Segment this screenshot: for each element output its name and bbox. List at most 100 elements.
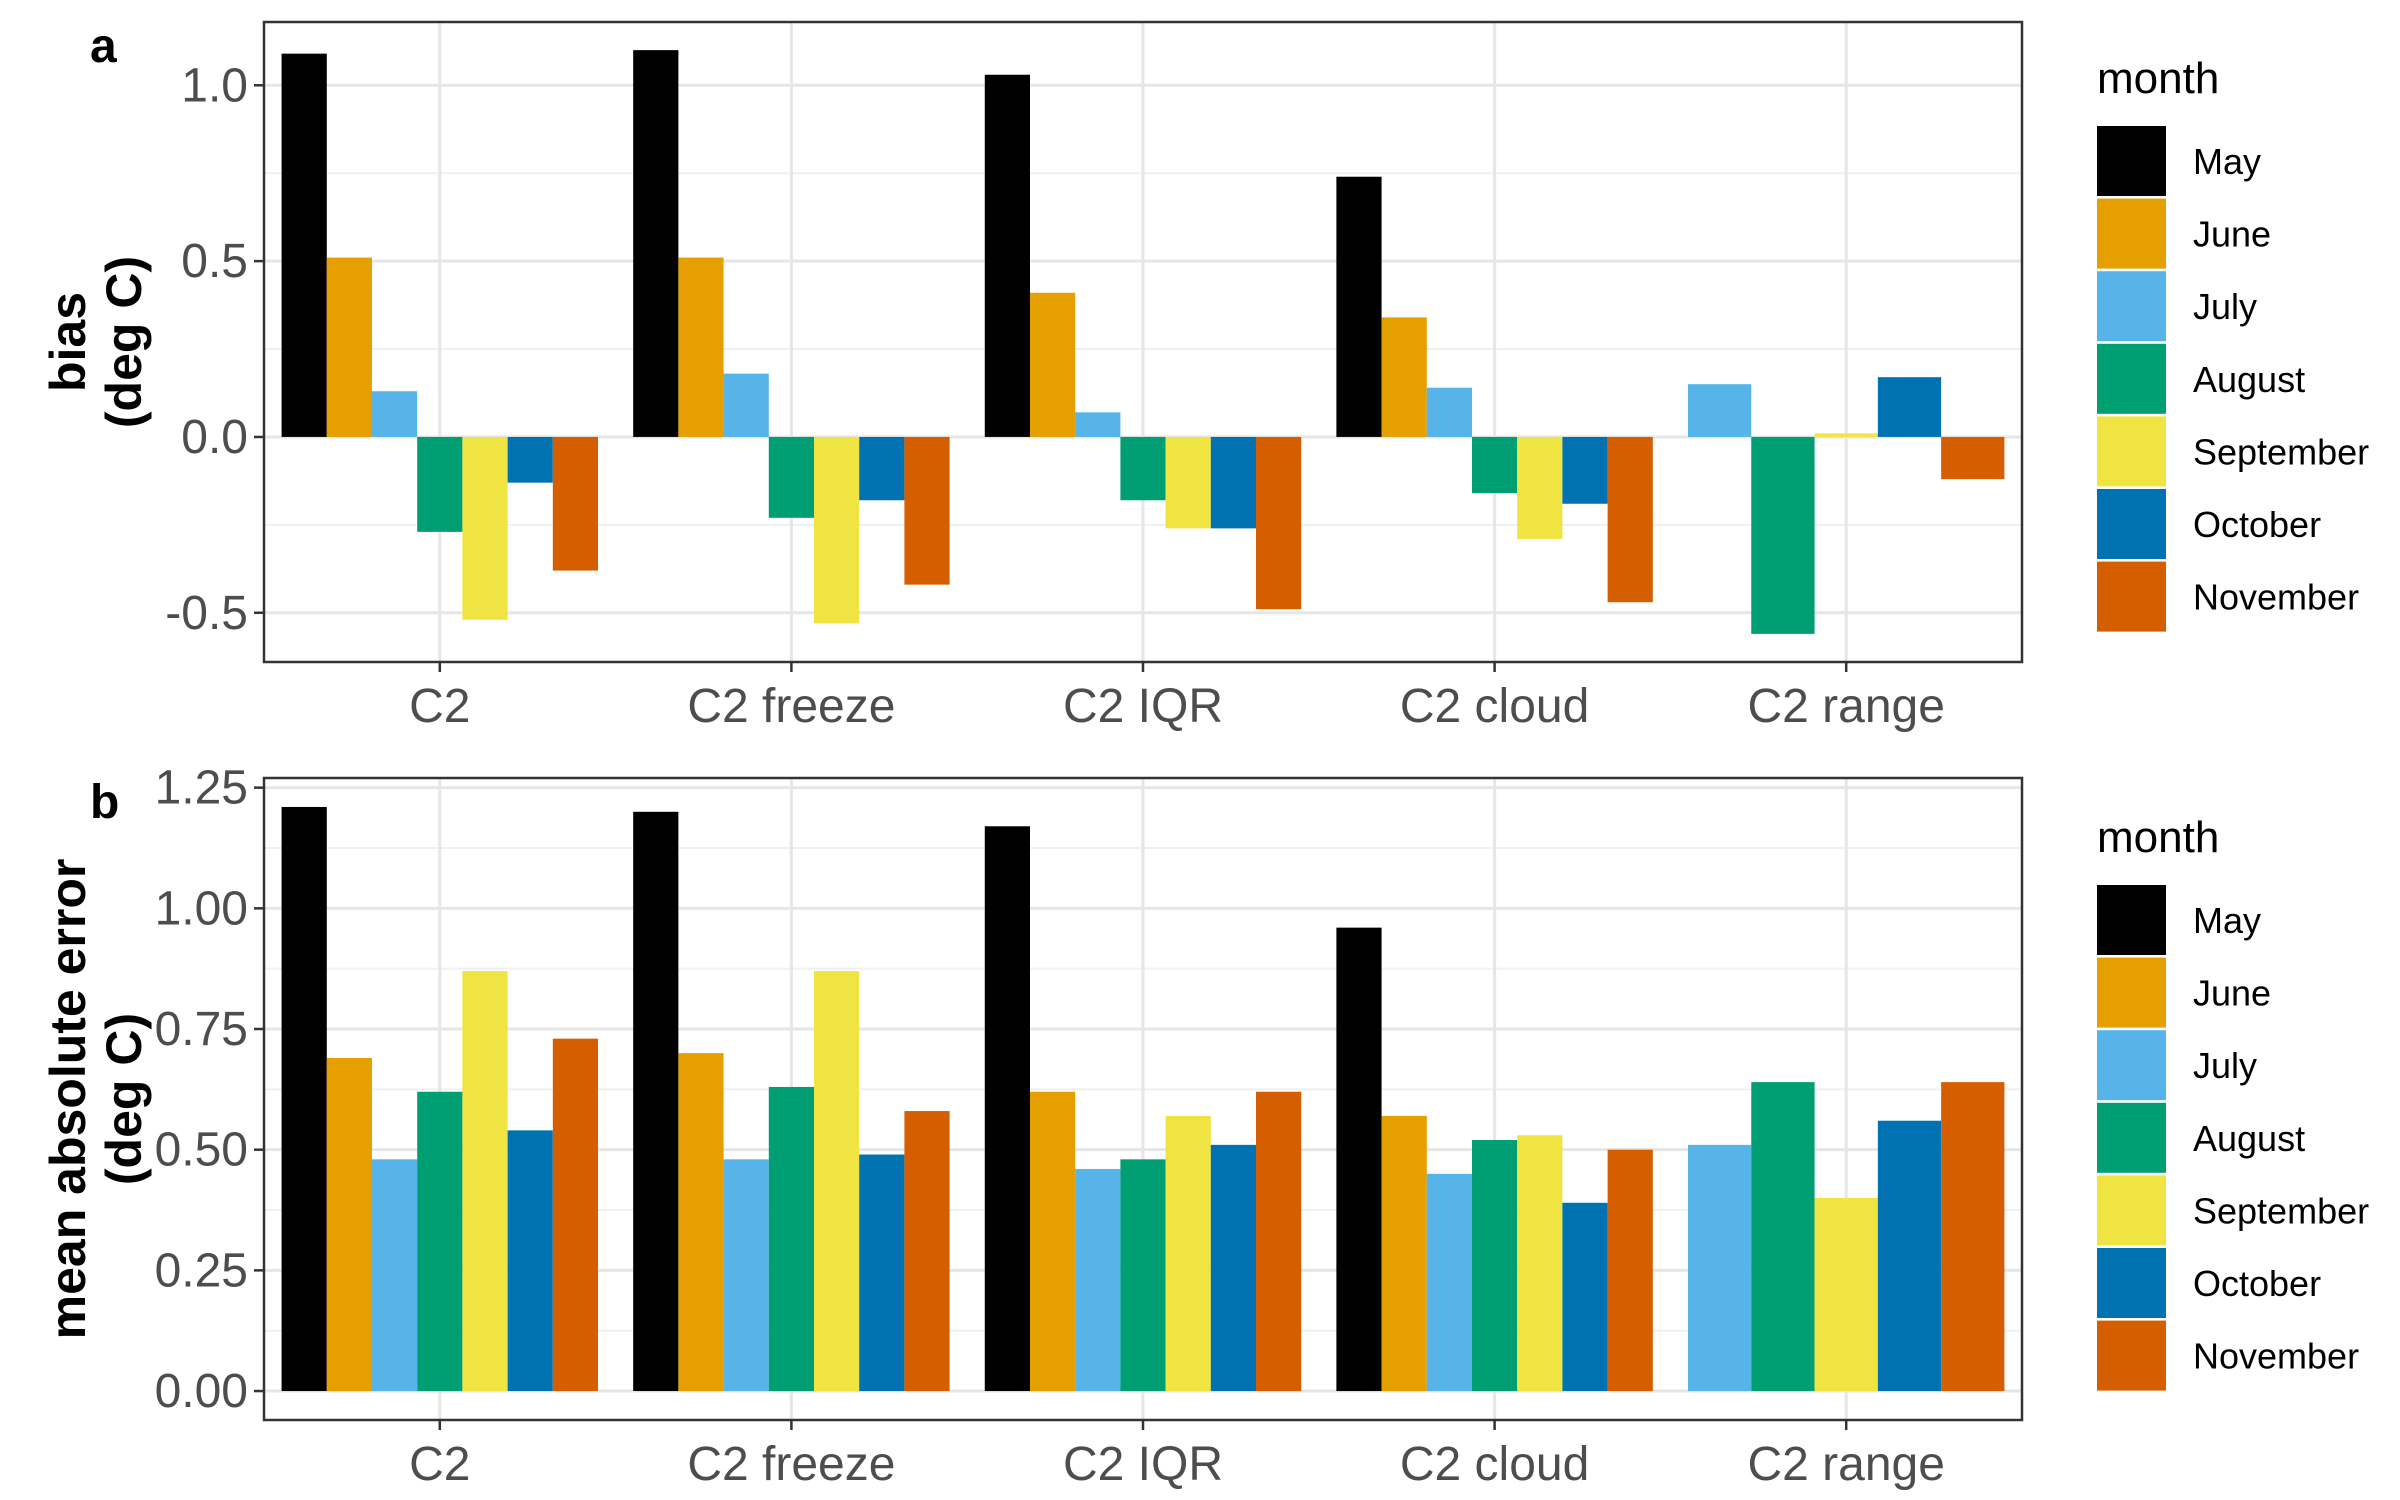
y-tick-label: 1.00 <box>155 882 248 935</box>
y-axis-title-line: (deg C) <box>96 1013 152 1185</box>
chart-panel-b: 0.00 0.25 0.50 0.75 1.00 1.25 C2 C2 freeze C2 IQ… <box>40 762 2369 1491</box>
bar-july-c2-range <box>1687 384 1752 437</box>
y-axis-title-line: mean absolute error <box>40 859 96 1340</box>
y-tick-label: 0.75 <box>155 1003 248 1056</box>
legend-label-july: July <box>2193 1045 2257 1086</box>
bar-may-c2-cloud <box>1336 927 1382 1392</box>
bar-august-c2-freeze <box>768 1086 815 1392</box>
legend-key-november <box>2097 561 2166 632</box>
legend-label-september: September <box>2193 431 2369 472</box>
bar-september-c2-freeze <box>814 436 860 624</box>
bar-september-c2-cloud <box>1517 1135 1563 1392</box>
legend-key-september <box>2097 1175 2166 1246</box>
legend-label-may: May <box>2193 900 2261 941</box>
y-tick-label: 0.50 <box>155 1124 248 1177</box>
bar-october-c2-iqr <box>1210 436 1257 529</box>
bar-november-c2-iqr <box>1256 436 1302 610</box>
y-axis-title: mean absolute error(deg C) <box>40 859 152 1340</box>
bar-may-c2 <box>281 53 327 437</box>
bar-september-c2 <box>462 971 508 1392</box>
bar-august-c2-iqr <box>1120 436 1166 501</box>
bar-october-c2-range <box>1877 1120 1942 1392</box>
bar-november-c2-range <box>1941 1082 2005 1392</box>
bar-may-c2-iqr <box>984 826 1030 1392</box>
legend-key-august <box>2097 1102 2166 1173</box>
legend-label-july: July <box>2193 286 2257 327</box>
y-tick-label: -0.5 <box>165 587 248 640</box>
bar-november-c2-cloud <box>1607 1149 1653 1392</box>
bar-july-c2-cloud <box>1426 1173 1472 1392</box>
legend-title: month <box>2097 813 2219 862</box>
x-tick-label: C2 <box>409 680 470 733</box>
y-axis-title-line: (deg C) <box>96 256 152 428</box>
bar-september-c2-freeze <box>814 971 860 1392</box>
bar-may-c2-freeze <box>633 50 679 437</box>
bar-november-c2 <box>552 1038 599 1392</box>
legend-label-october: October <box>2193 1263 2321 1304</box>
x-tick-label: C2 range <box>1747 1438 1944 1491</box>
bar-june-c2-cloud <box>1381 317 1427 437</box>
bar-july-c2-iqr <box>1075 1168 1121 1392</box>
y-axis-title: bias(deg C) <box>40 256 152 428</box>
bar-october-c2-cloud <box>1562 436 1608 504</box>
x-tick-label: C2 cloud <box>1400 1438 1589 1491</box>
bar-october-c2-freeze <box>859 436 905 501</box>
bar-august-c2 <box>417 1091 463 1392</box>
legend-key-october <box>2097 489 2166 559</box>
legend-label-may: May <box>2193 141 2261 182</box>
legend-key-june <box>2097 957 2166 1028</box>
legend-key-august <box>2097 343 2166 414</box>
legend: month May June July August September October No… <box>2097 813 2369 1391</box>
bar-august-c2-range <box>1751 436 1815 634</box>
x-tick-label: C2 freeze <box>687 680 895 733</box>
y-axis-title-line: bias <box>40 292 96 392</box>
legend: month May June July August September October No… <box>2097 54 2369 632</box>
bar-october-c2-iqr <box>1210 1144 1257 1392</box>
panel-label: a <box>90 20 117 73</box>
x-tick-label: C2 IQR <box>1063 680 1223 733</box>
bar-september-c2-iqr <box>1165 436 1211 529</box>
bar-september-c2-range <box>1814 433 1878 437</box>
x-tick-label: C2 range <box>1747 680 1944 733</box>
bar-june-c2-freeze <box>678 257 724 437</box>
legend-key-october <box>2097 1248 2166 1318</box>
bar-november-c2-freeze <box>904 436 950 585</box>
bar-june-c2 <box>326 257 372 437</box>
bar-september-c2 <box>462 436 508 620</box>
legend-label-november: November <box>2193 1336 2359 1377</box>
bar-october-c2-cloud <box>1562 1202 1608 1392</box>
bar-june-c2-freeze <box>678 1053 724 1392</box>
x-tick-label: C2 <box>409 1438 470 1491</box>
bar-june-c2-iqr <box>1029 292 1076 437</box>
bar-july-c2 <box>371 391 418 437</box>
y-tick-label: 0.0 <box>181 411 248 464</box>
bar-october-c2-freeze <box>859 1154 905 1392</box>
bar-august-c2-iqr <box>1120 1159 1166 1392</box>
bar-july-c2-iqr <box>1075 412 1121 437</box>
bar-may-c2 <box>281 806 327 1392</box>
bar-september-c2-iqr <box>1165 1115 1211 1392</box>
bar-july-c2-range <box>1687 1144 1752 1392</box>
legend-key-may <box>2097 885 2166 955</box>
bar-june-c2-iqr <box>1029 1091 1076 1392</box>
bar-august-c2 <box>417 436 463 532</box>
legend-key-july <box>2097 1030 2166 1101</box>
bar-july-c2-cloud <box>1426 387 1472 437</box>
chart-panel-a: -0.5 0.0 0.5 1.0 C2 C2 freeze C2 IQR C2 cloud C2… <box>40 20 2369 733</box>
legend-label-june: June <box>2193 214 2271 255</box>
bar-may-c2-cloud <box>1336 176 1382 437</box>
bar-november-c2-iqr <box>1256 1091 1302 1392</box>
bar-october-c2-range <box>1877 377 1942 437</box>
bar-august-c2-range <box>1751 1082 1815 1392</box>
panel-label: b <box>90 776 119 829</box>
x-tick-label: C2 cloud <box>1400 680 1589 733</box>
bar-august-c2-freeze <box>768 436 815 518</box>
legend-title: month <box>2097 54 2219 103</box>
bar-september-c2-cloud <box>1517 436 1563 539</box>
bar-june-c2 <box>326 1057 372 1392</box>
y-tick-label: 1.25 <box>155 762 248 815</box>
legend-label-june: June <box>2193 973 2271 1014</box>
legend-key-july <box>2097 271 2166 342</box>
bar-november-c2-cloud <box>1607 436 1653 603</box>
